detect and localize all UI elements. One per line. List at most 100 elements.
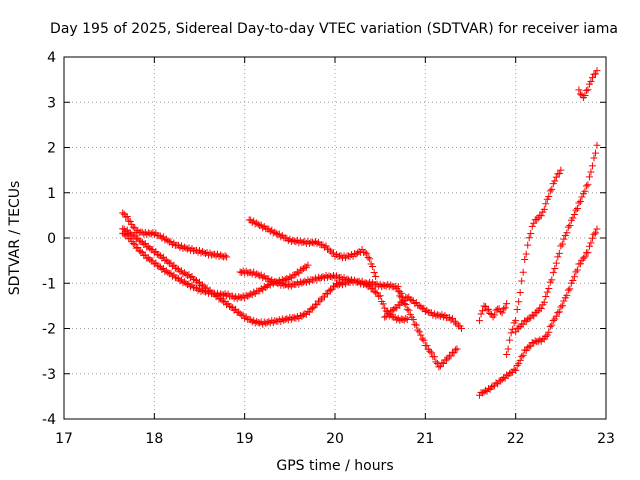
data-point-marker [308,239,316,247]
data-point-marker [439,360,447,368]
data-point-marker [585,173,593,181]
data-point-marker [519,351,527,359]
data-point-marker [168,262,176,270]
data-point-marker [588,162,596,170]
x-tick-label: 17 [55,431,73,447]
data-point-marker [516,356,524,364]
data-point-marker [402,300,410,308]
data-point-marker [319,273,327,281]
data-point-marker [435,363,443,371]
data-point-marker [506,369,514,377]
y-tick-labels: -4 -3 -2 -1 0 1 2 3 4 [42,50,56,428]
data-point-marker [512,328,520,336]
data-point-marker [533,308,541,316]
data-point-marker [372,288,380,296]
data-point-marker [173,264,181,272]
data-point-marker [256,319,264,327]
data-point-marker [263,318,271,326]
data-point-marker [542,332,550,340]
data-point-marker [525,342,533,350]
data-point-marker [208,251,216,259]
data-point-marker [564,223,572,231]
data-point-marker [530,312,538,320]
data-point-marker [426,347,434,355]
data-point-marker [313,301,321,309]
data-point-marker [323,290,331,298]
data-point-marker [191,276,199,284]
data-point-marker [406,296,414,304]
data-point-marker [485,305,493,313]
data-point-marker [491,311,499,319]
data-point-marker [545,328,553,336]
data-point-marker [164,258,172,266]
data-point-marker [179,279,187,287]
data-point-marker [134,244,142,252]
data-point-marker [129,240,137,248]
data-point-marker [326,286,334,294]
data-point-marker [519,268,527,276]
data-point-marker [411,320,419,328]
data-point-marker [164,237,172,245]
y-tick-label: 2 [47,141,56,157]
data-point-marker [322,242,330,250]
data-point-marker [387,281,395,289]
y-tick-label: 3 [47,95,56,111]
data-point-marker [504,345,512,353]
data-point-marker [415,328,423,336]
data-point-marker [286,273,294,281]
data-point-marker [170,261,178,269]
data-point-marker [372,272,380,280]
data-point-marker [480,302,488,310]
data-point-marker [555,249,563,257]
data-point-marker [418,335,426,343]
data-point-marker [269,229,277,237]
series-track-a [119,209,231,261]
data-point-marker [361,280,369,288]
y-tick-label: -2 [42,322,56,338]
data-point-marker [549,269,557,277]
data-point-marker [134,234,142,242]
series-track-g [381,293,465,332]
data-point-marker [516,289,524,297]
data-point-marker [447,352,455,360]
series-track-i [476,300,511,325]
data-point-marker [527,229,535,237]
data-point-marker [320,293,328,301]
data-point-marker [480,388,488,396]
data-point-marker [272,230,280,238]
data-point-marker [414,326,422,334]
data-point-marker [257,284,265,292]
data-point-marker [515,324,523,332]
data-point-marker [498,309,506,317]
data-point-marker [506,336,514,344]
data-point-marker [221,252,229,260]
data-point-marker [168,241,176,249]
data-point-marker [399,296,407,304]
data-point-marker [512,317,520,325]
data-point-marker [186,274,194,282]
series-track-m [575,67,601,101]
data-point-marker [518,277,526,285]
data-point-marker [423,342,431,350]
data-point-marker [123,213,131,221]
data-point-marker [533,216,541,224]
data-point-marker [551,177,559,185]
data-point-marker [448,314,456,322]
data-point-marker [212,252,220,260]
axis-ticks [63,56,607,420]
data-point-marker [143,254,151,262]
data-point-marker [126,217,134,225]
data-point-marker [168,272,176,280]
data-point-marker [497,377,505,385]
data-point-marker [277,233,285,241]
data-point-marker [123,231,131,239]
data-point-marker [137,247,145,255]
data-point-marker [584,86,592,94]
data-point-marker [376,292,384,300]
data-point-marker [375,292,383,300]
data-point-marker [427,349,435,357]
data-point-marker [593,225,601,233]
data-point-marker [560,235,568,243]
data-point-marker [439,313,447,321]
